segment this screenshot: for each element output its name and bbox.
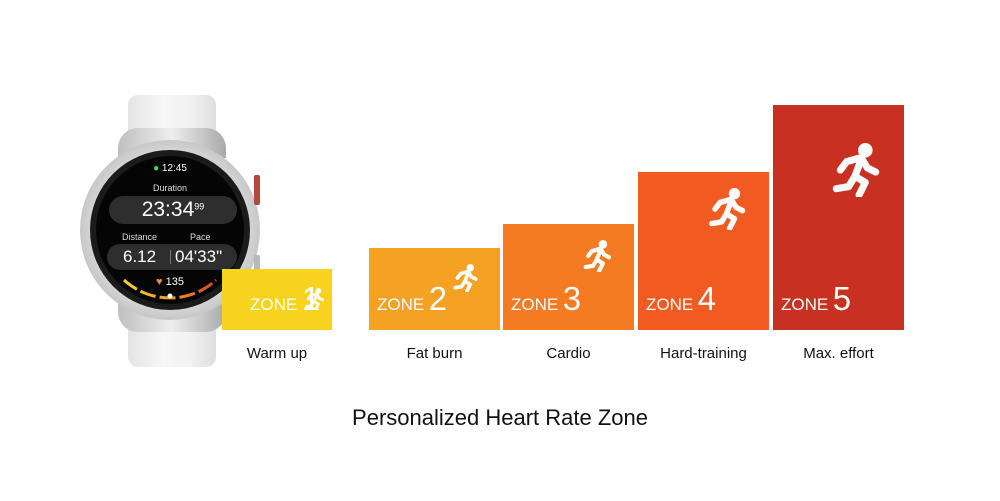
duration-value: 23:34 — [141, 198, 195, 221]
zone-word: ZONE — [250, 295, 298, 314]
distance-label: Distance — [122, 232, 158, 242]
zone-word: ZONE — [781, 295, 829, 314]
zone-word: ZONE — [377, 295, 425, 314]
walking-icon — [305, 288, 325, 310]
duration-hundredths: 99 — [194, 201, 205, 212]
heart-rate-zone-gauge — [122, 278, 218, 300]
heart-icon: ♥ — [156, 276, 163, 288]
watch-screen: ● 12:45 Duration 23:3499 Distance Pace 6… — [96, 156, 244, 304]
distance-value: 6.12 — [123, 247, 157, 266]
zone-bar-2: ZONE 2 — [369, 248, 500, 330]
zone-caption: Warm up — [246, 345, 308, 362]
location-pin-icon: ● — [153, 163, 160, 174]
running-icon — [583, 240, 612, 272]
duration-pill: 23:3499 — [109, 196, 237, 224]
zone-label: ZONE 5 — [781, 280, 851, 318]
zone-word: ZONE — [646, 295, 694, 314]
heart-rate-row: ♥ 135 — [96, 276, 244, 288]
pace-value: 04'33" — [175, 247, 223, 266]
watch-time: 12:45 — [161, 163, 187, 174]
page-title: Personalized Heart Rate Zone — [352, 405, 648, 430]
distance-pace-pill: 6.12 04'33" — [107, 244, 237, 270]
zone-number: 2 — [428, 280, 448, 317]
zone-bar-1: ZONE 1 — [222, 269, 332, 330]
sprinting-icon — [832, 143, 880, 197]
zone-caption: Cardio — [546, 345, 591, 362]
zone-caption: Fat burn — [406, 345, 463, 362]
zone-caption: Max. effort — [803, 345, 874, 362]
zone-bar-5: ZONE 5 — [773, 105, 904, 330]
zone-label: ZONE 4 — [646, 280, 716, 318]
duration-label: Duration — [152, 183, 188, 193]
watch-time-row: ● 12:45 — [96, 163, 244, 174]
zone-number: 3 — [562, 280, 582, 317]
zone-word: ZONE — [511, 295, 559, 314]
zone-bar-3: ZONE 3 — [503, 224, 634, 330]
running-icon — [453, 264, 478, 292]
watch-home-button — [254, 175, 260, 205]
zone-bar-4: ZONE 4 — [638, 172, 769, 330]
zone-label: ZONE 2 — [377, 280, 447, 318]
zone-label: ZONE 3 — [511, 280, 581, 318]
zone-number: 4 — [697, 280, 717, 317]
zone-caption: Hard-training — [660, 345, 747, 362]
heart-rate-value: 135 — [165, 276, 184, 288]
pace-label: Pace — [190, 232, 211, 242]
zone-number: 5 — [832, 280, 852, 317]
running-icon — [709, 188, 746, 230]
